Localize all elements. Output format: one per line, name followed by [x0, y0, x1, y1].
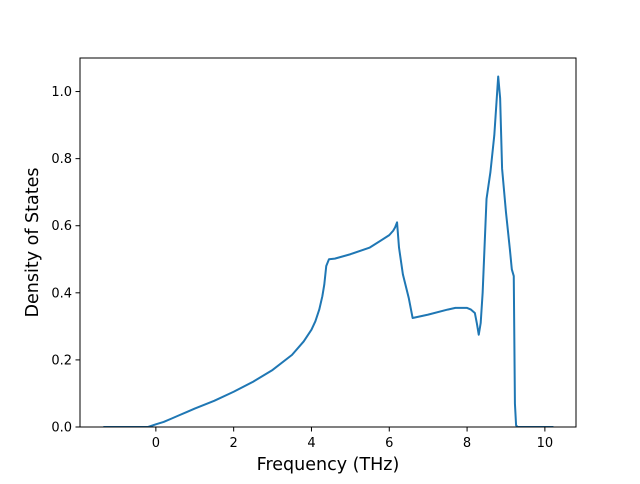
- x-tick-label: 2: [230, 436, 238, 451]
- y-axis-label: Density of States: [23, 168, 43, 318]
- y-tick-label: 1.0: [51, 85, 72, 100]
- x-tick-label: 6: [385, 436, 393, 451]
- x-tick-label: 8: [463, 436, 471, 451]
- x-tick-label: 4: [307, 436, 315, 451]
- x-tick-label: 0: [152, 436, 160, 451]
- y-tick-label: 0.4: [51, 286, 72, 301]
- x-tick-label: 10: [537, 436, 554, 451]
- axes-frame: [79, 57, 577, 428]
- y-tick-label: 0.6: [51, 219, 72, 234]
- y-tick-label: 0.8: [51, 152, 72, 167]
- x-axis-label: Frequency (THz): [257, 455, 400, 475]
- y-tick-label: 0.2: [51, 353, 72, 368]
- plot-area: [103, 75, 554, 427]
- dos-series-line-0: [103, 75, 554, 427]
- axis-ticks: 0 2 4 6 8 10 0.0 0.2 0.4 0.6 0.8 1.0: [51, 85, 553, 451]
- y-tick-label: 0.0: [51, 421, 72, 436]
